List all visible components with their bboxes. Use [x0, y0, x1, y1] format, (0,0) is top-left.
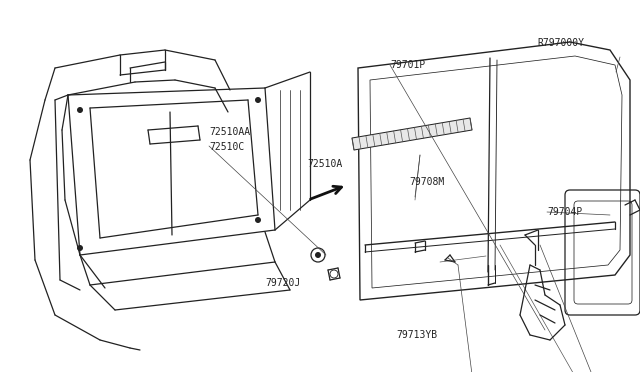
- Circle shape: [77, 107, 83, 113]
- Circle shape: [77, 245, 83, 251]
- Text: 79708M: 79708M: [410, 177, 445, 187]
- Polygon shape: [352, 118, 472, 150]
- Circle shape: [315, 252, 321, 258]
- Text: 72510AA: 72510AA: [209, 127, 250, 137]
- Circle shape: [255, 97, 261, 103]
- Text: R797000Y: R797000Y: [538, 38, 584, 48]
- Text: 79701P: 79701P: [390, 60, 426, 70]
- Text: 79704P: 79704P: [547, 207, 582, 217]
- Circle shape: [255, 217, 261, 223]
- Text: 79713YB: 79713YB: [397, 330, 438, 340]
- Text: 72510C: 72510C: [209, 142, 244, 152]
- Text: 79720J: 79720J: [266, 278, 301, 288]
- Text: 72510A: 72510A: [307, 159, 342, 169]
